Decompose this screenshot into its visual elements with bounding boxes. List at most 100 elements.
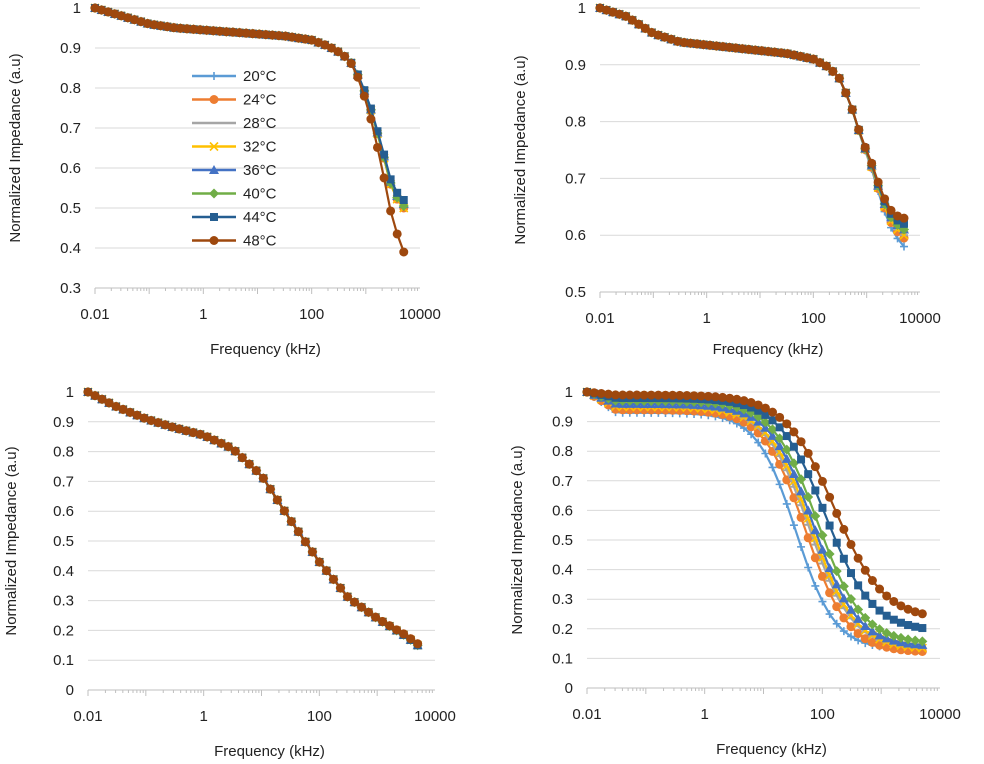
y-tick-label: 0.3 <box>552 591 573 608</box>
data-point-marker <box>839 524 849 534</box>
data-point-marker <box>824 548 835 559</box>
data-point-marker <box>796 437 806 447</box>
y-tick-label: 0.8 <box>53 444 74 461</box>
x-tick-label: 1 <box>700 706 708 723</box>
data-point-marker <box>781 453 792 463</box>
data-point-marker <box>803 448 813 458</box>
data-point-marker <box>725 393 735 403</box>
data-point-marker <box>132 410 142 420</box>
y-tick-label: 0.6 <box>565 227 586 244</box>
data-point-marker <box>831 566 842 577</box>
data-point-marker <box>333 47 343 57</box>
data-point-marker <box>811 581 820 590</box>
y-tick-label: 0.6 <box>60 160 81 177</box>
data-point-marker <box>845 604 856 614</box>
data-point-marker <box>175 23 185 33</box>
data-point-marker <box>627 15 637 25</box>
data-point-marker <box>216 438 226 448</box>
data-point-marker <box>703 391 713 401</box>
series-line <box>599 6 905 220</box>
data-point-marker <box>149 20 159 30</box>
data-point-marker <box>789 427 799 437</box>
series-line <box>599 6 905 225</box>
data-point-marker <box>746 398 756 408</box>
data-point-marker <box>359 91 369 101</box>
data-point-marker <box>888 630 899 641</box>
y-tick-label: 0 <box>66 682 74 699</box>
data-point-marker <box>189 24 199 34</box>
data-point-marker <box>241 28 251 38</box>
data-point-marker <box>596 388 606 398</box>
data-point-marker <box>825 588 835 598</box>
data-point-marker <box>846 569 855 578</box>
series-44°C <box>596 4 908 228</box>
y-tick-label: 1 <box>578 0 586 17</box>
x-tick-label: 10000 <box>919 706 961 723</box>
data-point-marker <box>839 554 848 563</box>
y-tick-label: 0.1 <box>53 652 74 669</box>
data-point-marker <box>251 466 261 476</box>
data-point-marker <box>353 72 363 82</box>
data-point-marker <box>125 407 135 417</box>
data-point-marker <box>789 442 798 451</box>
data-point-marker <box>768 463 777 472</box>
data-point-marker <box>350 597 360 607</box>
data-point-marker <box>832 508 842 518</box>
data-point-marker <box>810 553 820 563</box>
data-point-marker <box>668 390 678 400</box>
data-point-marker <box>853 629 863 639</box>
series-line <box>87 391 419 647</box>
data-point-marker <box>828 66 838 76</box>
series-line <box>599 6 905 231</box>
data-point-marker <box>294 33 304 43</box>
y-tick-label: 0.2 <box>552 621 573 638</box>
data-point-marker <box>782 419 792 429</box>
data-point-marker <box>104 398 114 408</box>
data-point-marker <box>118 404 128 414</box>
x-tick-label: 10000 <box>399 306 441 323</box>
data-point-marker <box>767 430 778 440</box>
y-tick-label: 0.7 <box>552 473 573 490</box>
data-point-marker <box>774 441 785 451</box>
legend-label: 32°C <box>243 139 277 156</box>
x-axis-label: Frequency (kHz) <box>210 341 321 358</box>
y-tick-label: 0.2 <box>53 622 74 639</box>
data-point-marker <box>267 30 277 40</box>
series-line <box>87 391 419 647</box>
data-point-marker <box>675 390 685 400</box>
data-point-marker <box>789 521 798 530</box>
data-point-marker <box>195 429 205 439</box>
data-point-marker <box>760 403 770 413</box>
data-point-marker <box>366 114 376 124</box>
data-point-marker <box>244 459 254 469</box>
x-tick-label: 0.01 <box>73 708 102 725</box>
y-tick-label: 0.9 <box>53 414 74 431</box>
series-line <box>87 391 419 647</box>
data-point-marker <box>810 510 821 521</box>
x-tick-label: 100 <box>307 708 332 725</box>
data-point-marker <box>97 394 107 404</box>
data-point-marker <box>896 618 905 627</box>
data-point-marker <box>279 506 289 516</box>
x-tick-label: 1 <box>199 708 207 725</box>
data-point-marker <box>867 576 877 586</box>
data-point-marker <box>803 491 814 502</box>
data-point-marker <box>910 607 920 617</box>
y-tick-label: 0.5 <box>53 533 74 550</box>
data-point-marker <box>796 512 806 522</box>
data-point-marker <box>293 527 303 537</box>
series-48°C <box>595 3 909 223</box>
data-point-marker <box>83 387 93 397</box>
data-point-marker <box>839 627 848 636</box>
data-point-marker <box>767 424 778 435</box>
data-point-marker <box>853 613 864 623</box>
data-point-marker <box>845 594 856 605</box>
data-point-marker <box>900 219 908 228</box>
y-tick-label: 0.3 <box>53 593 74 610</box>
legend: 20°C 24°C 28°C 32°C 36°C 40°C 44°C 48°C <box>192 68 277 250</box>
data-point-marker <box>378 617 388 627</box>
data-point-marker <box>882 591 892 601</box>
data-point-marker <box>258 473 268 483</box>
data-point-marker <box>639 390 649 400</box>
y-tick-label: 0.6 <box>552 502 573 519</box>
